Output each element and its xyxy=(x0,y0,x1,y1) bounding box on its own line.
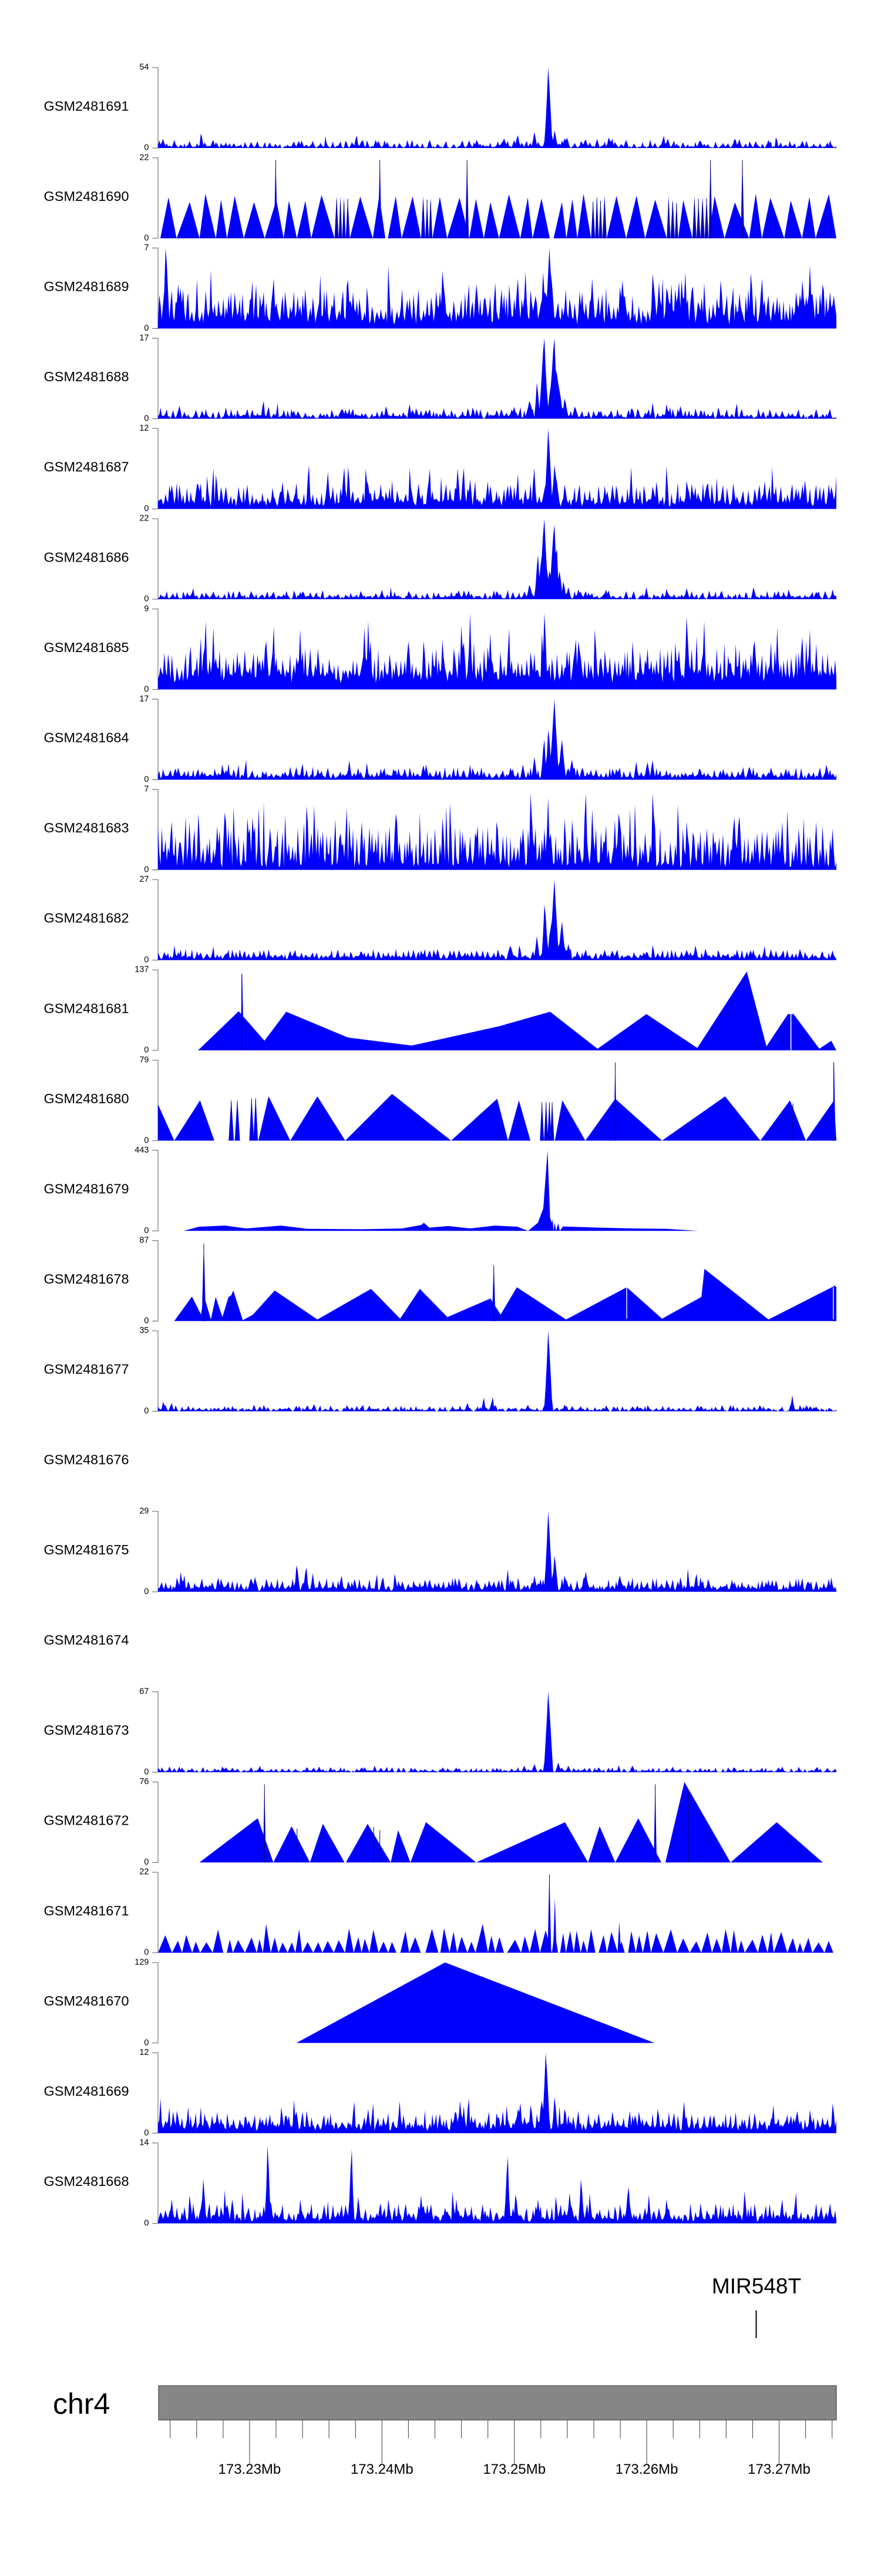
svg-text:22: 22 xyxy=(139,514,149,523)
svg-text:27: 27 xyxy=(139,875,149,884)
svg-text:22: 22 xyxy=(139,1868,149,1877)
svg-text:GSM2481668: GSM2481668 xyxy=(44,2174,129,2189)
svg-text:22: 22 xyxy=(139,153,149,162)
svg-text:GSM2481669: GSM2481669 xyxy=(44,2084,129,2099)
svg-text:GSM2481688: GSM2481688 xyxy=(44,369,129,384)
svg-text:0: 0 xyxy=(144,2038,149,2047)
svg-text:29: 29 xyxy=(139,1506,149,1516)
svg-text:0: 0 xyxy=(144,2219,149,2228)
svg-text:0: 0 xyxy=(144,1136,149,1145)
svg-text:GSM2481685: GSM2481685 xyxy=(44,640,129,655)
svg-text:GSM2481674: GSM2481674 xyxy=(44,1633,129,1648)
svg-text:GSM2481686: GSM2481686 xyxy=(44,549,129,565)
svg-text:87: 87 xyxy=(139,1236,149,1245)
svg-text:0: 0 xyxy=(144,775,149,784)
svg-text:173.25Mb: 173.25Mb xyxy=(483,2461,546,2477)
svg-text:GSM2481677: GSM2481677 xyxy=(44,1362,129,1377)
svg-text:0: 0 xyxy=(144,324,149,333)
svg-text:0: 0 xyxy=(144,1046,149,1055)
svg-text:443: 443 xyxy=(134,1146,149,1155)
svg-text:14: 14 xyxy=(139,2138,149,2148)
svg-text:0: 0 xyxy=(144,1226,149,1235)
svg-text:76: 76 xyxy=(139,1777,149,1786)
svg-text:0: 0 xyxy=(144,504,149,513)
svg-text:173.26Mb: 173.26Mb xyxy=(616,2461,678,2477)
svg-text:79: 79 xyxy=(139,1055,149,1064)
svg-text:GSM2481683: GSM2481683 xyxy=(44,820,129,835)
svg-text:0: 0 xyxy=(144,1406,149,1416)
svg-text:GSM2481676: GSM2481676 xyxy=(44,1452,129,1467)
svg-text:GSM2481687: GSM2481687 xyxy=(44,459,129,475)
svg-text:35: 35 xyxy=(139,1326,149,1335)
svg-text:GSM2481680: GSM2481680 xyxy=(44,1091,129,1106)
svg-text:67: 67 xyxy=(139,1687,149,1697)
svg-text:0: 0 xyxy=(144,1858,149,1867)
svg-text:0: 0 xyxy=(144,1316,149,1326)
svg-text:173.23Mb: 173.23Mb xyxy=(218,2461,281,2477)
svg-text:GSM2481691: GSM2481691 xyxy=(44,98,129,113)
svg-text:chr4: chr4 xyxy=(53,2387,110,2420)
svg-text:GSM2481679: GSM2481679 xyxy=(44,1181,129,1197)
svg-text:0: 0 xyxy=(144,143,149,153)
svg-text:GSM2481690: GSM2481690 xyxy=(44,189,129,204)
svg-text:137: 137 xyxy=(134,965,149,975)
svg-text:GSM2481682: GSM2481682 xyxy=(44,911,129,926)
svg-text:17: 17 xyxy=(139,694,149,704)
svg-text:173.24Mb: 173.24Mb xyxy=(351,2461,413,2477)
svg-text:0: 0 xyxy=(144,684,149,694)
svg-text:0: 0 xyxy=(144,1768,149,1777)
svg-text:GSM2481672: GSM2481672 xyxy=(44,1813,129,1828)
svg-text:0: 0 xyxy=(144,865,149,875)
svg-text:0: 0 xyxy=(144,955,149,965)
svg-text:7: 7 xyxy=(144,785,149,794)
svg-text:0: 0 xyxy=(144,1587,149,1596)
svg-text:GSM2481673: GSM2481673 xyxy=(44,1722,129,1738)
svg-text:12: 12 xyxy=(139,2048,149,2057)
svg-text:17: 17 xyxy=(139,334,149,343)
svg-text:0: 0 xyxy=(144,2128,149,2138)
svg-text:0: 0 xyxy=(144,414,149,424)
svg-text:GSM2481681: GSM2481681 xyxy=(44,1000,129,1016)
svg-text:GSM2481671: GSM2481671 xyxy=(44,1903,129,1918)
svg-text:GSM2481678: GSM2481678 xyxy=(44,1271,129,1287)
svg-text:54: 54 xyxy=(139,63,149,72)
svg-text:9: 9 xyxy=(144,604,149,613)
svg-text:GSM2481684: GSM2481684 xyxy=(44,730,129,745)
svg-text:0: 0 xyxy=(144,595,149,604)
svg-text:GSM2481675: GSM2481675 xyxy=(44,1542,129,1557)
svg-text:GSM2481689: GSM2481689 xyxy=(44,279,129,294)
svg-text:7: 7 xyxy=(144,243,149,253)
svg-text:129: 129 xyxy=(134,1957,149,1967)
svg-text:0: 0 xyxy=(144,233,149,243)
svg-text:0: 0 xyxy=(144,1948,149,1957)
svg-text:12: 12 xyxy=(139,424,149,433)
svg-text:MIR548T: MIR548T xyxy=(712,2274,801,2298)
svg-text:173.27Mb: 173.27Mb xyxy=(748,2461,811,2477)
svg-text:GSM2481670: GSM2481670 xyxy=(44,1993,129,2009)
